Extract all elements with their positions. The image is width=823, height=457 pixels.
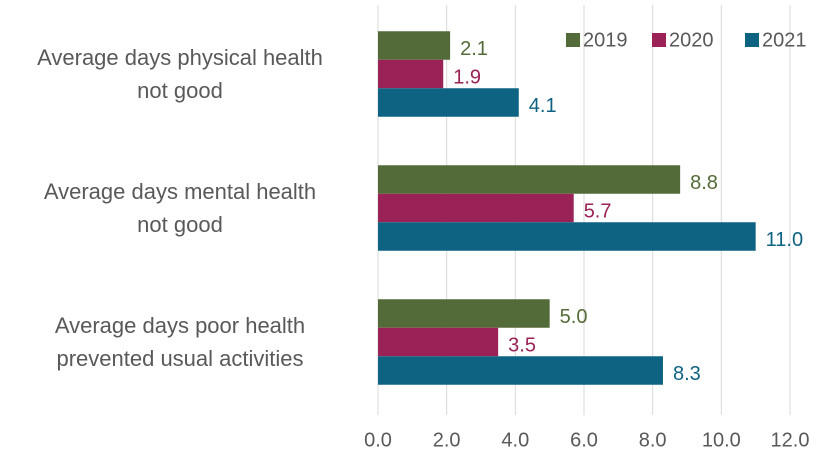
bar [378,59,444,89]
value-label: 8.3 [673,363,701,385]
bar [378,165,681,194]
value-label: 3.5 [508,334,536,356]
legend-swatch [745,33,759,47]
legend-label: 2019 [583,29,628,51]
legend-swatch [652,33,666,47]
value-label: 8.8 [690,172,718,194]
value-label: 5.0 [560,306,588,328]
legend-label: 2021 [762,29,807,51]
x-tick-label: 10.0 [702,429,741,451]
x-tick-label: 6.0 [570,429,598,451]
legend-swatch [566,33,580,47]
value-label: 4.1 [529,95,557,117]
bar [378,31,451,60]
category-label: Average days physical health not good [37,45,323,103]
category-label: Average days mental health not good [43,179,317,237]
category-label: Average days poor health prevented usual… [54,313,306,371]
value-label: 11.0 [766,229,803,251]
value-label: 1.9 [453,66,481,88]
bar [378,356,663,385]
bar [378,193,574,223]
value-label: 5.7 [584,200,612,222]
bar [378,222,756,251]
x-tick-label: 0.0 [364,429,392,451]
bar [378,88,519,117]
legend-label: 2020 [669,29,714,51]
x-tick-label: 2.0 [433,429,461,451]
x-tick-label: 4.0 [501,429,529,451]
x-tick-label: 8.0 [639,429,667,451]
bar [378,299,550,328]
bar [378,327,499,357]
value-label: 2.1 [460,38,488,60]
x-tick-label: 12.0 [771,429,810,451]
